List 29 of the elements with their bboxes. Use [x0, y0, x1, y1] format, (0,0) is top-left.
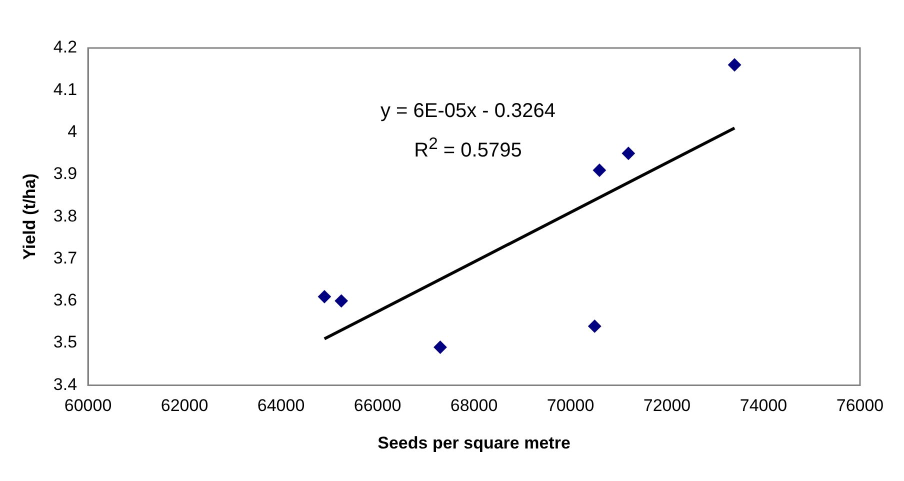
point	[622, 146, 635, 160]
y-tick-label: 4.2	[53, 38, 78, 57]
point	[318, 290, 331, 304]
x-tick-label: 72000	[643, 396, 691, 416]
y-tick-label: 3.5	[53, 332, 78, 352]
x-tick-label: 62000	[160, 396, 208, 416]
y-tick-label: 4	[68, 122, 78, 141]
y-tick-label: 3.8	[53, 206, 78, 226]
point	[434, 340, 447, 354]
y-tick-label: 3.6	[53, 290, 78, 310]
x-axis-title: Seeds per square metre	[378, 433, 570, 452]
y-tick-label: 3.4	[53, 374, 78, 394]
x-tick-label: 74000	[740, 396, 788, 416]
y-tick-label: 3.9	[53, 164, 78, 184]
y-tick-label: 4.1	[53, 80, 78, 99]
x-tick-label: 70000	[546, 396, 594, 416]
point	[728, 58, 742, 72]
point	[588, 320, 602, 333]
point	[334, 294, 348, 308]
y-axis-title: Yield (t/ha)	[20, 173, 39, 260]
x-tick-label: 68000	[450, 396, 498, 416]
x-tick-label: 60000	[64, 396, 112, 416]
x-tick-label: 76000	[836, 396, 884, 416]
x-tick-label: 64000	[257, 396, 305, 416]
x-tick-label: 66000	[354, 396, 402, 416]
annotation: R$^{2}$ = 0.5795	[413, 134, 523, 163]
annotation: y = 6E-05x - 0.3264	[379, 100, 557, 123]
y-tick-label: 3.7	[53, 248, 78, 268]
point	[592, 164, 606, 177]
